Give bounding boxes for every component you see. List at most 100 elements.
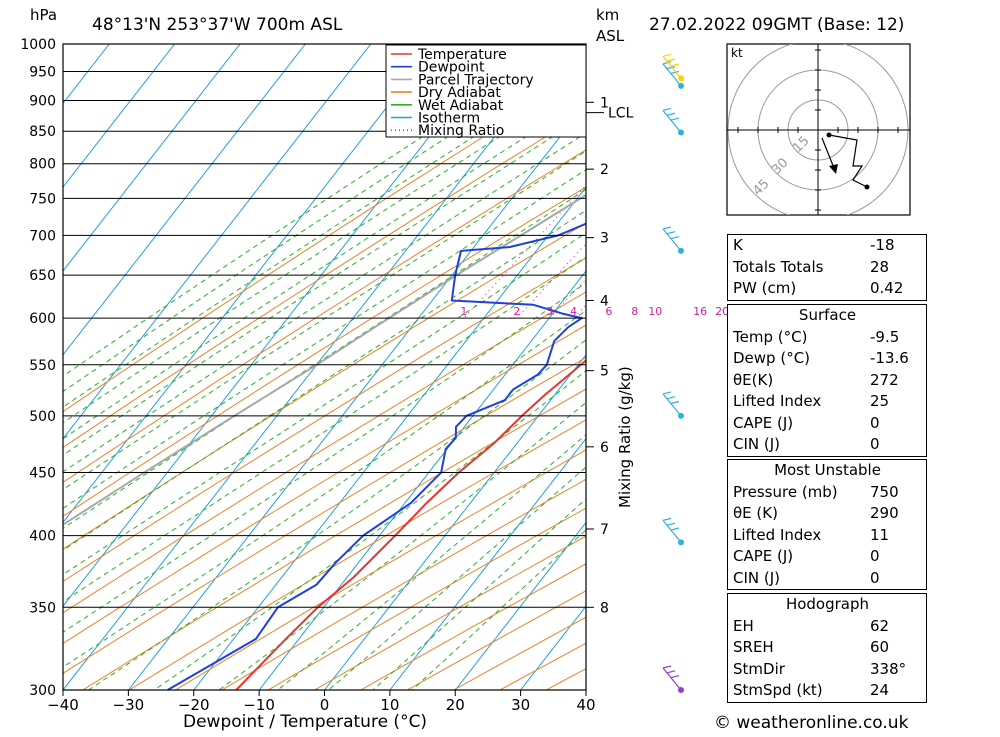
x-tick-label: −40 <box>47 696 79 714</box>
most-unstable-table: Most Unstable Pressure (mb)750 θE (K)290… <box>727 459 927 590</box>
mixing-ratio-axis-label: Mixing Ratio (g/kg) <box>616 366 634 508</box>
km-tick-label: 3 <box>600 231 609 247</box>
most-unstable-title: Most Unstable <box>728 460 926 482</box>
pressure-tick-label: 750 <box>29 191 56 207</box>
x-tick-label: 30 <box>511 696 530 714</box>
mixing-ratio-tick-label: 2 <box>513 305 520 318</box>
wind-barb-flag <box>663 54 671 56</box>
km-tick-label: 8 <box>600 600 609 616</box>
pressure-tick-label: 850 <box>29 124 56 140</box>
dry-adiabat-line <box>0 44 632 690</box>
wind-barb-flag <box>663 392 671 394</box>
wind-barb-flag <box>667 113 675 115</box>
wind-barb <box>663 518 681 542</box>
km-tick-label: 6 <box>600 440 609 456</box>
wind-barb-flag <box>663 108 671 110</box>
surface-row: Dewp (°C)-13.6 <box>728 348 926 370</box>
wind-barb-flag <box>667 232 675 234</box>
hpa-label: hPa <box>30 6 57 24</box>
hodograph-unit-label: kt <box>731 46 743 60</box>
wind-barb-flag <box>663 227 671 229</box>
pressure-tick-label: 700 <box>29 228 56 244</box>
copyright: © weatheronline.co.uk <box>714 713 909 733</box>
surface-table: Surface Temp (°C)-9.5 Dewp (°C)-13.6 θE(… <box>727 304 927 457</box>
wind-barb <box>663 666 681 690</box>
surface-row: CIN (J)0 <box>728 434 926 456</box>
wind-barb-flag <box>667 671 675 673</box>
km-tick-label: 7 <box>600 522 609 538</box>
pressure-tick-label: 650 <box>29 268 56 284</box>
pressure-tick-label: 500 <box>29 409 56 425</box>
wind-barb-flag <box>671 528 679 530</box>
wind-barb <box>663 108 681 132</box>
pressure-tick-label: 450 <box>29 465 56 481</box>
km-label: km <box>596 6 619 24</box>
wind-barb-flag <box>663 666 671 668</box>
most-unstable-row: θE (K)290 <box>728 503 926 525</box>
x-tick-label: −30 <box>113 696 145 714</box>
pressure-tick-label: 900 <box>29 94 56 110</box>
most-unstable-row: CAPE (J)0 <box>728 546 926 568</box>
wind-barb-flag <box>671 676 679 678</box>
km-tick-label: 5 <box>600 364 609 380</box>
mixing-ratio-tick-label: 1 <box>460 305 467 318</box>
pressure-tick-label: 800 <box>29 157 56 173</box>
most-unstable-row: CIN (J)0 <box>728 568 926 590</box>
wet-adiabat-line <box>0 44 776 690</box>
pressure-tick-label: 600 <box>29 311 56 327</box>
pressure-tick-label: 400 <box>29 529 56 545</box>
mixing-ratio-tick-label: 16 <box>693 305 707 318</box>
date-label: 27.02.2022 09GMT (Base: 12) <box>649 15 904 35</box>
legend-label: Mixing Ratio <box>418 123 504 139</box>
most-unstable-row: Pressure (mb)750 <box>728 482 926 504</box>
isotherm-line <box>0 44 175 690</box>
wet-adiabat-line <box>0 44 593 690</box>
surface-title: Surface <box>728 305 926 327</box>
asl-label: ASL <box>596 27 625 45</box>
surface-row: CAPE (J)0 <box>728 413 926 435</box>
wind-barb <box>663 392 681 416</box>
dry-adiabat-line <box>0 44 828 690</box>
x-axis-label: Dewpoint / Temperature (°C) <box>183 712 427 732</box>
wet-adiabat-line <box>0 44 645 690</box>
pressure-tick-label: 950 <box>29 65 56 81</box>
isotherm-line <box>128 44 632 690</box>
wet-adiabat-line <box>0 44 828 690</box>
isotherm-line <box>0 44 436 690</box>
wet-adiabat-line <box>0 44 750 690</box>
x-tick-label: 20 <box>446 696 465 714</box>
mixing-ratio-tick-label: 8 <box>631 305 638 318</box>
dry-adiabat-line <box>0 44 763 690</box>
index-row-k: K-18 <box>728 235 926 257</box>
surface-row: Temp (°C)-9.5 <box>728 327 926 349</box>
wind-barb <box>663 227 681 251</box>
pressure-tick-label: 550 <box>29 358 56 374</box>
wind-barb-flag <box>663 518 671 520</box>
hodograph-start-point <box>827 133 832 138</box>
wind-barb-flag <box>667 59 675 61</box>
wind-barb-flag <box>667 523 675 525</box>
wind-barb-flag <box>671 237 679 239</box>
wind-barb-flag <box>667 397 675 399</box>
temperature-line <box>236 77 768 690</box>
chart-title: 48°13'N 253°37'W 700m ASL <box>92 15 343 35</box>
wind-barb-flag <box>671 118 679 120</box>
km-tick-label: 4 <box>600 293 609 309</box>
wind-barb-flag <box>671 64 679 66</box>
pressure-tick-label: 350 <box>29 600 56 616</box>
hodograph-end-point <box>865 185 870 190</box>
mixing-ratio-tick-label: 10 <box>648 305 662 318</box>
hodograph-row: StmSpd (kt)24 <box>728 680 926 702</box>
wind-barb-flag <box>671 402 679 404</box>
